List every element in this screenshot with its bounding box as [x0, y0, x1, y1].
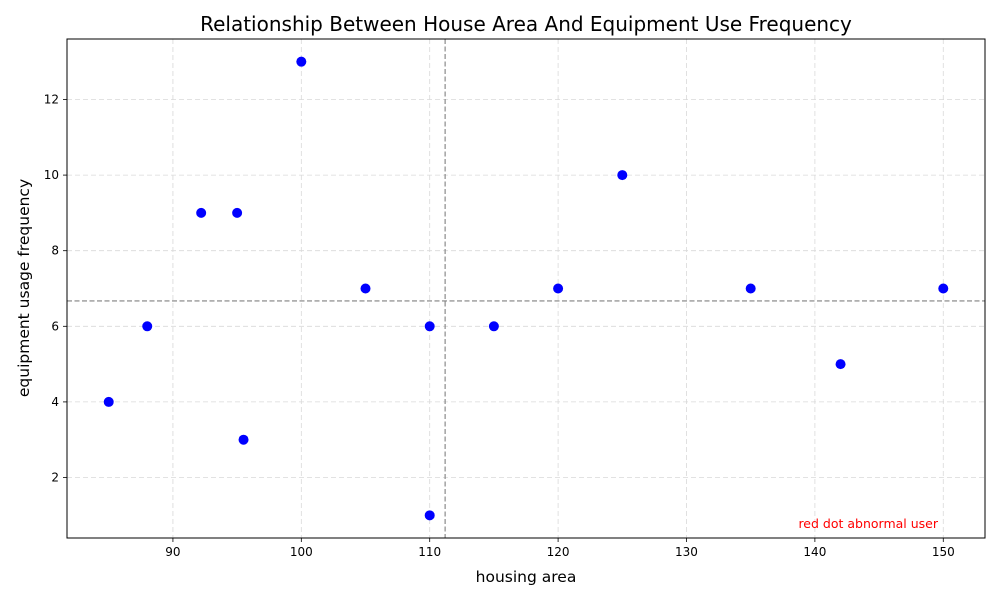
y-tick-label: 12 [44, 92, 59, 106]
data-point [296, 56, 307, 67]
data-point [745, 283, 756, 294]
data-point [424, 321, 435, 332]
data-point [835, 359, 846, 370]
x-tick-label: 140 [803, 545, 826, 559]
data-points [103, 56, 949, 521]
x-tick-label: 90 [165, 545, 180, 559]
x-tick-label: 100 [290, 545, 313, 559]
axis-ticks: 90 100 110 120 130 140 150 2 4 6 8 10 12 [44, 92, 955, 559]
annotation-note: red dot abnormal user [798, 516, 938, 531]
data-point [238, 434, 249, 445]
plot-frame [66, 38, 986, 539]
y-tick-label: 4 [51, 395, 59, 409]
data-point [196, 207, 207, 218]
data-point [360, 283, 371, 294]
x-tick-label: 120 [547, 545, 570, 559]
y-axis-label: equipment usage frequency [15, 179, 33, 397]
y-tick-label: 8 [51, 244, 59, 258]
y-tick-label: 2 [51, 471, 59, 485]
data-point [232, 207, 243, 218]
data-point [142, 321, 153, 332]
y-tick-label: 6 [51, 319, 59, 333]
data-point [488, 321, 499, 332]
x-tick-label: 130 [675, 545, 698, 559]
grid-lines [67, 39, 985, 538]
data-point [103, 396, 114, 407]
x-axis-label: housing area [476, 568, 577, 586]
data-point [617, 170, 628, 181]
data-point [938, 283, 949, 294]
data-point [553, 283, 564, 294]
data-point [424, 510, 435, 521]
x-tick-label: 150 [932, 545, 955, 559]
mean-reference-lines [67, 39, 985, 538]
y-tick-label: 10 [44, 168, 59, 182]
chart-title: Relationship Between House Area And Equi… [200, 12, 852, 36]
x-tick-label: 110 [418, 545, 441, 559]
